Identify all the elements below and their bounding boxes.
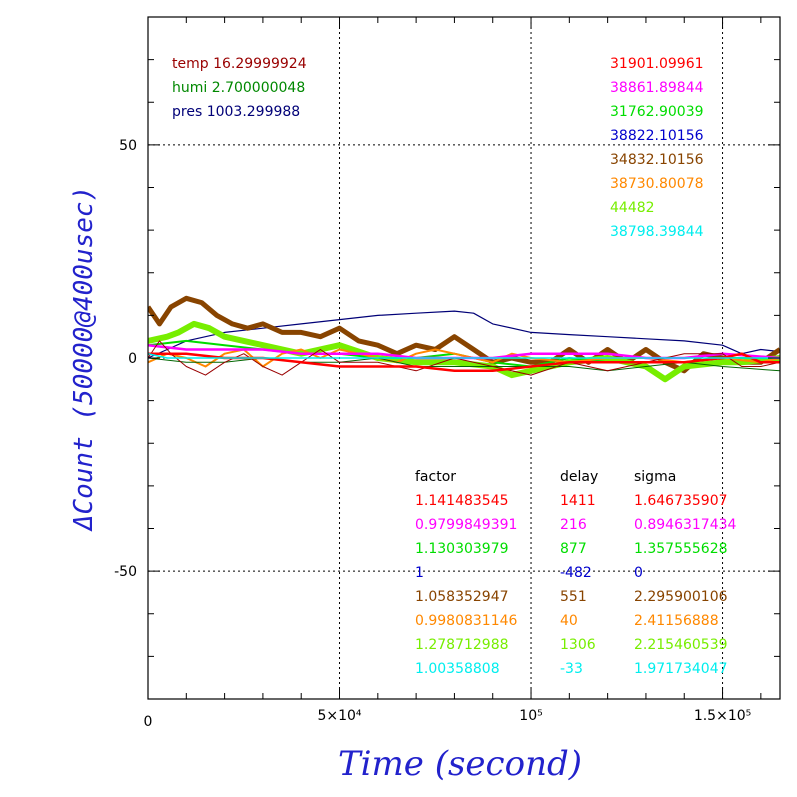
series-line-2 bbox=[148, 320, 780, 383]
series-value-entry: 38861.89844 bbox=[610, 80, 704, 96]
tick-labels: 0 5×10⁴ 10⁵ 1.5×10⁵ 50 0 -50 bbox=[114, 138, 751, 730]
table-cell: 1.646735907 bbox=[634, 493, 728, 509]
table-cell: 216 bbox=[560, 517, 587, 533]
table-header: factor bbox=[415, 469, 456, 485]
y-tick-label: -50 bbox=[114, 564, 137, 580]
x-tick-label: 10⁵ bbox=[519, 708, 542, 724]
table-cell: 2.295900106 bbox=[634, 589, 728, 605]
table-cell: 1.130303979 bbox=[415, 541, 509, 557]
env-legend-entry: humi 2.700000048 bbox=[172, 80, 305, 96]
series-lines bbox=[148, 295, 780, 383]
environment-legend: temp 16.29999924 humi 2.700000048 pres 100… bbox=[172, 56, 307, 120]
series-value-entry: 31901.09961 bbox=[610, 56, 704, 72]
series-line-9 bbox=[148, 352, 780, 359]
env-legend-entry: pres 1003.299988 bbox=[172, 104, 300, 120]
table-cell: 1.971734047 bbox=[634, 661, 728, 677]
table-cell: 877 bbox=[560, 541, 587, 557]
table-cell: 0.9980831146 bbox=[415, 613, 518, 629]
series-value-entry: 31762.90039 bbox=[610, 104, 704, 120]
x-tick-label: 0 bbox=[144, 714, 153, 730]
series-line-7 bbox=[148, 340, 780, 376]
table-cell: 551 bbox=[560, 589, 587, 605]
table-cell: -482 bbox=[560, 565, 592, 581]
series-line-0 bbox=[148, 310, 780, 359]
series-value-entry: 38730.80078 bbox=[610, 176, 704, 192]
table-cell: 2.215460539 bbox=[634, 637, 728, 653]
table-cell: 0 bbox=[634, 565, 643, 581]
table-header: sigma bbox=[634, 469, 676, 485]
x-tick-label: 1.5×10⁵ bbox=[694, 708, 751, 724]
series-line-6 bbox=[148, 357, 780, 372]
series-values-legend: 31901.09961 38861.89844 31762.90039 38822.1… bbox=[610, 56, 704, 240]
axis-ticks bbox=[148, 17, 780, 699]
series-value-entry: 38822.10156 bbox=[610, 128, 704, 144]
table-cell: 1.357555628 bbox=[634, 541, 728, 557]
env-legend-entry: temp 16.29999924 bbox=[172, 56, 307, 72]
series-value-entry: 38798.39844 bbox=[610, 224, 704, 240]
table-cell: 1.058352947 bbox=[415, 589, 509, 605]
table-cell: 0.9799849391 bbox=[415, 517, 517, 533]
y-axis-title: ΔCount (50000@400usec) bbox=[69, 186, 99, 532]
table-cell: 1 bbox=[415, 565, 424, 581]
series-value-entry: 34832.10156 bbox=[610, 152, 704, 168]
table-cell: 2.41156888 bbox=[634, 613, 719, 629]
table-cell: 1.278712988 bbox=[415, 637, 509, 653]
table-cell: -33 bbox=[560, 661, 583, 677]
x-axis-title: Time (second) bbox=[338, 744, 582, 784]
y-tick-label: 0 bbox=[128, 351, 137, 367]
table-header: delay bbox=[560, 469, 598, 485]
table-cell: 40 bbox=[560, 613, 578, 629]
x-tick-label: 5×10⁴ bbox=[317, 708, 361, 724]
table-cell: 1.141483545 bbox=[415, 493, 509, 509]
series-value-entry: 44482 bbox=[610, 200, 655, 216]
table-cell: 0.8946317434 bbox=[634, 517, 737, 533]
table-cell: 1411 bbox=[560, 493, 596, 509]
y-tick-label: 50 bbox=[119, 138, 137, 154]
table-cell: 1.00358808 bbox=[415, 661, 500, 677]
fit-parameters-table: factor delay sigma 1.141483545 1411 1.6467359… bbox=[415, 469, 737, 677]
table-cell: 1306 bbox=[560, 637, 596, 653]
